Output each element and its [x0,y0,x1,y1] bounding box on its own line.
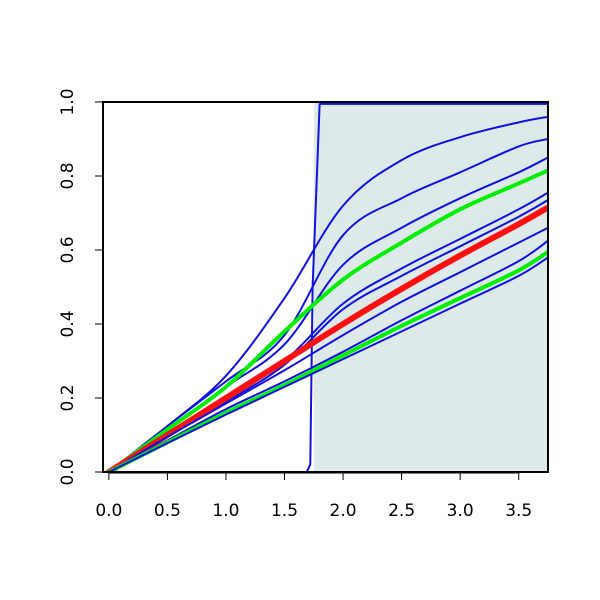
plot-frame [102,101,549,473]
series-line-12 [107,256,548,472]
x-tick-label-3: 1.5 [271,501,298,521]
x-tick-label-2: 1.0 [212,501,239,521]
series-line-1 [107,102,548,472]
series-line-5 [106,168,548,472]
x-tick-label-1: 0.5 [154,501,181,521]
x-tick-label-4: 2.0 [330,501,357,521]
y-tick-label-1: 0.2 [58,384,78,411]
series-line-8 [105,204,548,472]
x-axis: 0.0 0.5 1.0 1.5 2.0 2.5 3.0 3.5 [95,472,532,521]
x-tick-label-0: 0.0 [95,501,122,521]
series-layer [105,102,548,472]
x-tick-label-6: 3.0 [447,501,474,521]
y-tick-label-0: 0.0 [58,458,78,485]
series-line-10 [107,239,548,472]
y-tick-label-4: 0.8 [58,162,78,189]
y-tick-label-5: 1.0 [58,88,78,115]
y-axis: 0.0 0.2 0.4 0.6 0.8 1.0 [58,88,103,486]
y-tick-label-3: 0.6 [58,236,78,263]
y-tick-label-2: 0.4 [58,310,78,337]
x-tick-label-5: 2.5 [388,501,415,521]
series-line-9 [107,226,548,472]
series-line-3 [107,138,548,472]
x-tick-label-7: 3.5 [505,501,532,521]
